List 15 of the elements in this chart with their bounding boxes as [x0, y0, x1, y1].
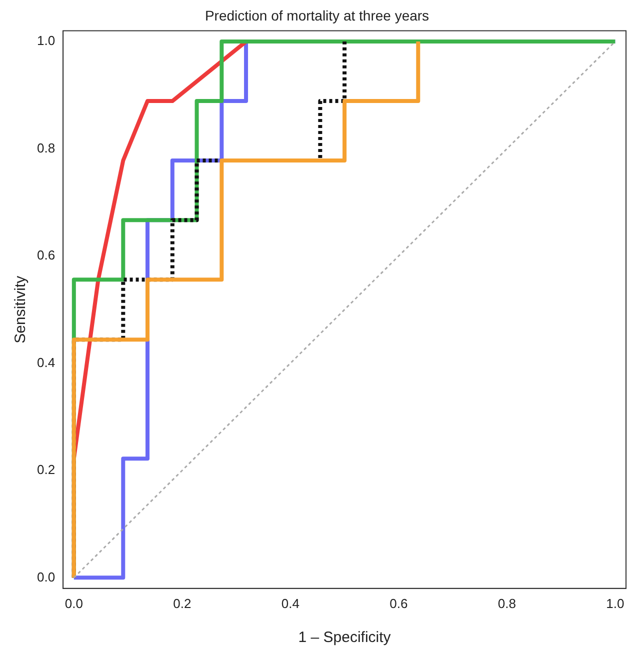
x-tick-label: 0.6 — [390, 596, 408, 611]
y-tick-label: 0.2 — [36, 462, 56, 478]
x-tick-label: 1.0 — [606, 596, 624, 611]
x-tick-label: 0.2 — [173, 596, 192, 611]
x-axis-title: 1 – Specificity — [298, 629, 392, 646]
y-axis-title: Sensitivity — [12, 275, 30, 344]
y-tick-label: 1.0 — [36, 33, 56, 48]
x-tick-label: 0.0 — [64, 596, 83, 611]
chart-title: Prediction of mortality at three years — [204, 7, 430, 24]
y-tick-label: 0.0 — [36, 569, 56, 584]
x-tick-label: 0.8 — [498, 596, 516, 611]
y-tick-label: 0.6 — [36, 248, 56, 263]
y-tick-label: 0.8 — [36, 140, 56, 156]
y-tick-label: 0.4 — [36, 354, 56, 370]
x-tick-label: 0.4 — [281, 596, 300, 611]
